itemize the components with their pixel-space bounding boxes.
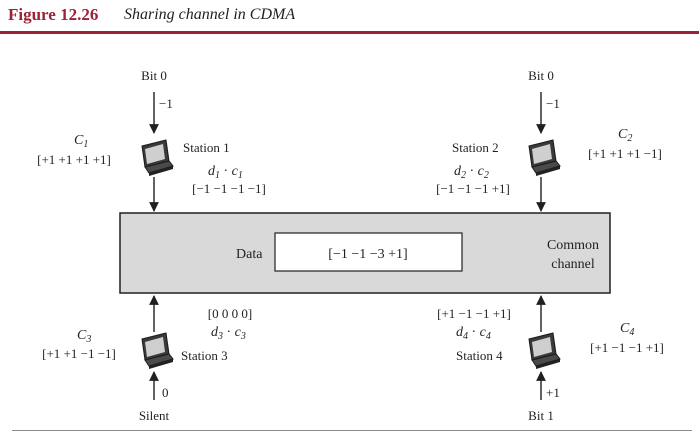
station-2-product-label: d2 · c2 [454, 164, 489, 181]
station-1-product-value: [−1 −1 −1 −1] [192, 181, 266, 196]
station-4-data-value: +1 [546, 385, 560, 400]
station-3-code-value: [+1 +1 −1 −1] [42, 346, 116, 361]
station-2: Bit 0 −1 Station 2 C2 [+1 +1 +1 −1] d2 ·… [436, 68, 662, 212]
station-2-product-value: [−1 −1 −1 +1] [436, 181, 510, 196]
station-3-product-value: [0 0 0 0] [208, 306, 252, 321]
station-2-bit-label: Bit 0 [528, 68, 554, 83]
bottom-rule [12, 430, 692, 431]
station-4-product-value: [+1 −1 −1 +1] [437, 306, 511, 321]
station-2-data-value: −1 [546, 96, 560, 111]
station-2-code-label: C2 [618, 127, 632, 144]
station-1-code-label: C1 [74, 133, 88, 150]
station-2-laptop-icon [528, 139, 561, 177]
station-1-name: Station 1 [183, 140, 230, 155]
station-1-laptop-icon [141, 139, 174, 177]
station-1: Bit 0 −1 Station 1 C1 [+1 +1 +1 +1] d1 ·… [37, 68, 266, 212]
station-3-laptop-icon [141, 332, 174, 370]
channel-data-box [274, 232, 463, 272]
station-4: +1 Bit 1 Station 4 C4 [+1 −1 −1 +1] [+1 … [437, 295, 664, 423]
station-1-data-value: −1 [159, 96, 173, 111]
station-4-code-value: [+1 −1 −1 +1] [590, 340, 664, 355]
channel-data-label: Data [236, 247, 263, 262]
station-4-product-label: d4 · c4 [456, 325, 491, 342]
station-3-bit-label: Silent [139, 408, 170, 423]
station-3-data-value: 0 [162, 385, 169, 400]
channel-name-line1: Common [547, 238, 599, 253]
station-3: 0 Silent Station 3 C3 [+1 +1 −1 −1] [0 0… [42, 295, 252, 423]
station-1-bit-label: Bit 0 [141, 68, 167, 83]
channel-name-line2: channel [551, 257, 595, 272]
station-3-code-label: C3 [77, 328, 91, 345]
station-4-laptop-icon [528, 332, 561, 370]
station-4-name: Station 4 [456, 348, 503, 363]
station-4-code-label: C4 [620, 321, 634, 338]
top-rule [0, 31, 699, 34]
station-1-code-value: [+1 +1 +1 +1] [37, 152, 111, 167]
figure-caption: Sharing channel in CDMA [124, 6, 296, 23]
figure-header: Figure 12.26 Sharing channel in CDMA [0, 0, 699, 32]
station-1-product-label: d1 · c1 [208, 164, 243, 181]
station-2-name: Station 2 [452, 140, 499, 155]
station-3-name: Station 3 [181, 348, 228, 363]
station-3-product-label: d3 · c3 [211, 325, 246, 342]
figure-number: Figure 12.26 [8, 5, 99, 24]
station-2-code-value: [+1 +1 +1 −1] [588, 146, 662, 161]
station-4-bit-label: Bit 1 [528, 408, 554, 423]
channel-data-value: [−1 −1 −3 +1] [328, 247, 407, 262]
